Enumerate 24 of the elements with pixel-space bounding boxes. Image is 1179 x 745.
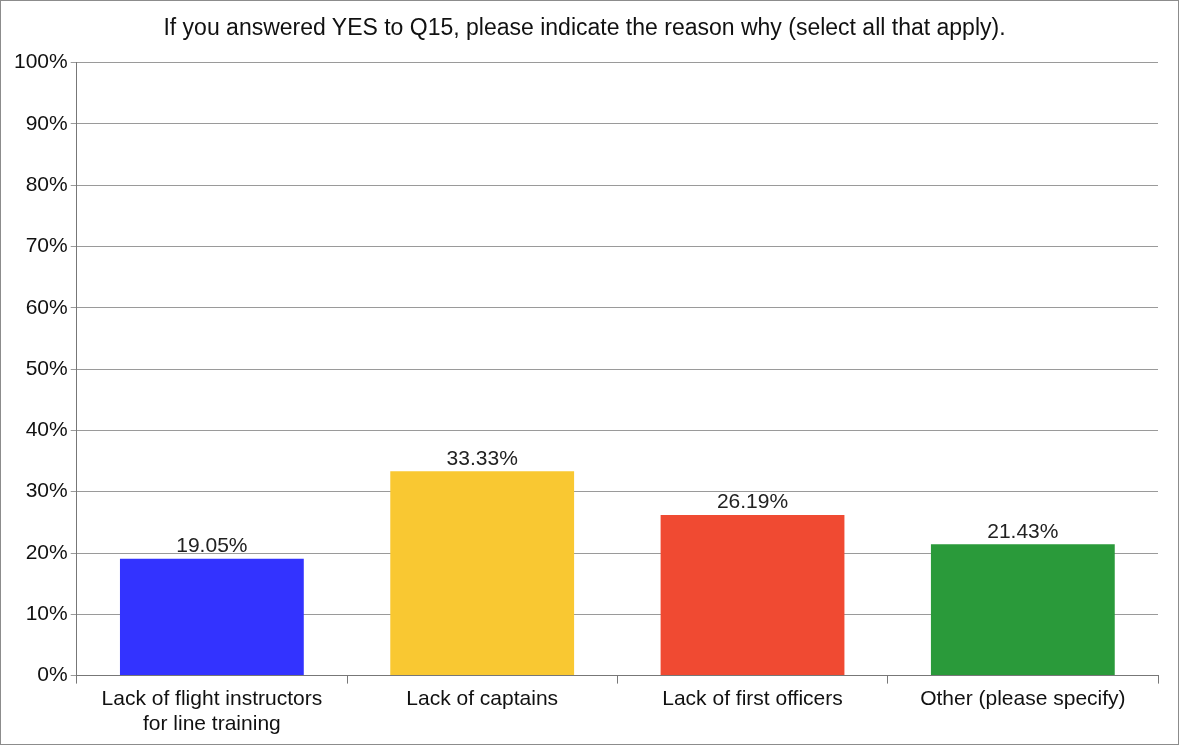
data-label: 33.33% [446,445,518,469]
y-tick-label: 0% [37,662,68,686]
y-tick-label: 60% [25,294,68,318]
bar [390,471,575,676]
y-tick-label: 20% [25,539,68,563]
y-tick-label: 90% [25,110,68,134]
data-label: 21.43% [987,518,1059,542]
data-label: 26.19% [716,489,789,513]
y-tick-label: 30% [25,478,68,502]
y-tick-label: 50% [25,355,68,379]
y-tick-label: 100% [13,49,68,73]
bar [119,558,304,676]
x-tick-label: Lack of flight instructors for line training [101,686,323,735]
x-tick-label: Lack of first officers [662,686,843,709]
y-tick-label: 80% [25,172,68,195]
chart-title: If you answered YES to Q15, please indicate the reason why (select all that apply). [163,14,1006,41]
y-tick-label: 70% [25,233,68,257]
y-tick-label: 40% [25,417,68,441]
bar [660,515,845,676]
x-tick-label: Lack of captains [406,686,559,709]
bar [930,544,1115,676]
x-tick-label: Other (please specify) [920,686,1126,709]
y-tick-label: 10% [25,601,68,625]
data-label: 19.05% [176,533,248,557]
